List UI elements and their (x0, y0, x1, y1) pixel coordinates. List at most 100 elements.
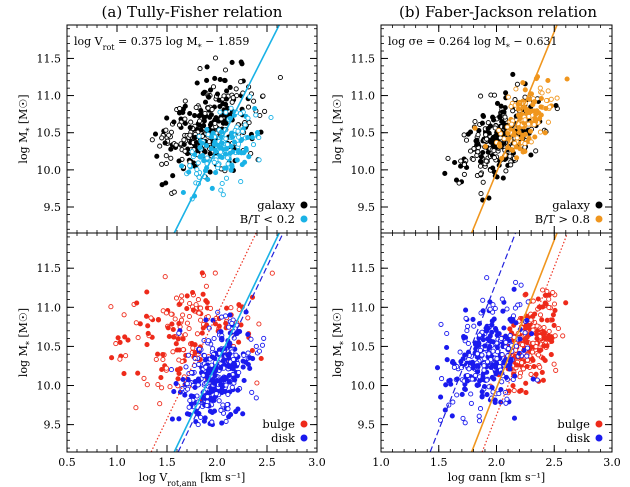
data-point (470, 359, 476, 365)
data-point (193, 302, 199, 308)
data-point (491, 143, 497, 149)
data-point (463, 307, 469, 313)
legend-label: B/T < 0.2 (240, 212, 295, 226)
data-point (537, 129, 543, 135)
data-point (259, 342, 266, 348)
data-point (528, 139, 534, 145)
data-point (226, 324, 232, 330)
data-point (169, 416, 175, 422)
panel-b-title: (b) Faber-Jackson relation (399, 3, 597, 21)
data-point (249, 134, 255, 140)
fit-line (470, 233, 558, 452)
data-point (503, 400, 509, 406)
data-point (199, 140, 205, 146)
data-point (201, 89, 207, 95)
data-point (168, 367, 174, 373)
data-point (162, 274, 168, 280)
data-point (219, 390, 225, 396)
data-point (480, 113, 487, 119)
data-point (245, 331, 251, 337)
data-point (193, 171, 200, 177)
data-point (235, 141, 242, 147)
data-point (159, 385, 165, 391)
legend-marker (595, 215, 603, 223)
data-point (186, 404, 192, 410)
data-point (195, 422, 201, 428)
data-point (498, 386, 504, 393)
data-point (474, 137, 480, 143)
data-point (542, 357, 548, 364)
data-point (187, 163, 193, 169)
data-point (254, 130, 261, 136)
data-point (180, 312, 186, 318)
data-point (534, 336, 540, 342)
data-point (180, 336, 186, 342)
y-tick-label: 10.0 (37, 380, 62, 393)
data-point (523, 390, 529, 396)
x-tick-label: 1.5 (158, 456, 176, 469)
data-point (499, 296, 505, 302)
data-point (153, 356, 159, 362)
data-point (491, 117, 497, 123)
x-tick-label: 2.0 (208, 456, 226, 469)
data-point (468, 391, 474, 397)
data-point (503, 168, 509, 174)
x-tick-label: 1.5 (430, 456, 448, 469)
fit-line (470, 25, 558, 233)
data-point (520, 80, 526, 86)
data-point (487, 333, 493, 339)
data-point (500, 308, 506, 314)
data-point (180, 189, 186, 196)
data-point (225, 406, 231, 412)
data-point (490, 302, 496, 308)
data-point (231, 375, 237, 381)
data-point (484, 275, 490, 281)
data-point (187, 125, 193, 131)
data-point (190, 393, 196, 400)
x-tick-label: 0.5 (58, 456, 76, 469)
data-point (173, 341, 179, 347)
data-point (176, 158, 182, 164)
data-point (211, 408, 218, 414)
data-point (202, 415, 208, 421)
data-point (476, 418, 483, 424)
data-point (185, 386, 191, 392)
panel-a-bottom: 9.5 10.0 10.5 11.0 11.5 0.5 1.0 1.5 2.0 2.5 3.0 log… (17, 232, 326, 487)
data-point (515, 106, 522, 112)
y-tick-label: 11.5 (37, 262, 62, 275)
data-point (434, 365, 441, 371)
data-point (235, 387, 241, 393)
y-axis-label: log M* [M☉] (331, 308, 348, 377)
data-point (196, 346, 203, 352)
data-point (159, 161, 165, 167)
data-point (490, 165, 496, 171)
data-point (470, 365, 476, 371)
data-point (184, 320, 190, 326)
data-point (494, 349, 501, 355)
y-axis-label: log M* [M☉] (17, 94, 34, 163)
data-point (491, 148, 497, 154)
data-point (496, 127, 502, 133)
data-point (172, 316, 178, 322)
data-point (204, 64, 210, 70)
data-point (480, 337, 486, 343)
data-point (223, 382, 229, 388)
data-point (218, 149, 224, 155)
data-point (462, 386, 468, 393)
data-point (489, 322, 495, 328)
legend-marker (300, 215, 308, 223)
data-point (196, 361, 202, 367)
data-point (250, 142, 257, 148)
data-point (166, 132, 172, 138)
data-point (158, 375, 164, 381)
data-point (176, 330, 182, 336)
data-point (484, 392, 490, 398)
data-point (482, 143, 489, 149)
data-point (530, 376, 536, 382)
legend-label: galaxy (257, 198, 295, 212)
data-point (253, 395, 259, 401)
data-point (196, 113, 202, 119)
data-point (246, 120, 252, 126)
data-point (226, 364, 232, 370)
